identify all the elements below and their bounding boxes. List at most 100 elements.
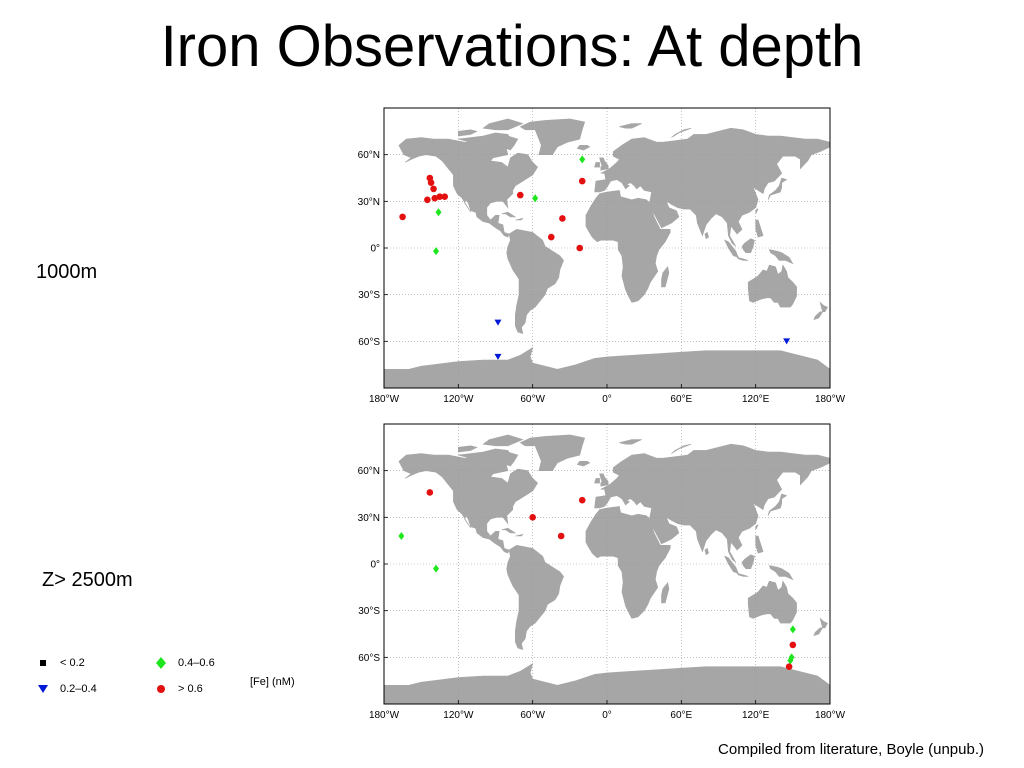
legend-label-gt-0-6: > 0.6	[178, 683, 203, 695]
map-panel-1000m: 60°N 30°N 0° 30°S 60°S 180°W 120°W 60°W 0° 60°E 12…	[332, 102, 862, 414]
land-polygon	[755, 219, 764, 238]
data-point-gt-0-6	[426, 489, 434, 496]
lon-tick-label: 60°W	[520, 394, 545, 405]
land-polygon	[594, 443, 830, 563]
data-point-gt-0-6	[430, 185, 437, 193]
land-polygon	[515, 533, 524, 537]
legend-triangle-icon	[36, 682, 50, 696]
land-polygon	[813, 627, 824, 637]
land-polygon	[585, 506, 671, 619]
land-polygon	[755, 208, 759, 214]
land-polygon	[594, 127, 830, 247]
lon-tick-label: 180°W	[815, 394, 846, 405]
lat-tick-label: 60°N	[358, 466, 380, 477]
lon-tick-label: 120°W	[443, 710, 474, 721]
land-polygon	[768, 249, 794, 265]
lat-tick-label: 0°	[370, 560, 380, 571]
data-point-0-4-0-6	[787, 656, 794, 665]
data-point-gt-0-6	[516, 191, 524, 199]
lon-tick-label: 120°E	[742, 710, 770, 721]
land-polygon	[519, 434, 586, 471]
land-polygon	[819, 617, 828, 629]
graticule	[384, 424, 830, 704]
land-polygon	[576, 461, 591, 467]
land-polygon	[501, 527, 517, 534]
lon-tick-label: 60°E	[670, 394, 692, 405]
lon-tick-label: 0°	[602, 710, 612, 721]
legend-units: [Fe] (nM)	[250, 676, 295, 688]
land-polygon	[747, 580, 797, 624]
land-polygon	[497, 451, 519, 467]
legend-label-0-4-0-6: 0.4–0.6	[178, 657, 215, 669]
data-point-gt-0-6	[576, 244, 584, 252]
lat-tick-label: 60°S	[358, 337, 380, 348]
data-point-gt-0-6	[529, 514, 536, 521]
land-polygon	[671, 127, 692, 138]
land-polygon	[736, 572, 749, 577]
land-polygon	[576, 145, 591, 151]
lon-tick-label: 180°W	[369, 710, 400, 721]
land-polygon	[398, 137, 538, 238]
data-point-gt-0-6	[547, 233, 555, 241]
data-point-0-4-0-6	[532, 194, 539, 203]
land-polygon	[599, 157, 609, 171]
data-point-gt-0-6	[399, 213, 406, 221]
land-polygon	[661, 266, 670, 288]
land-polygon	[482, 118, 524, 131]
data-point-gt-0-6	[557, 532, 565, 540]
land-polygon	[736, 256, 749, 261]
land-polygon	[755, 524, 759, 530]
credit-text: Compiled from literature, Boyle (unpub.)	[718, 741, 984, 758]
land-polygon	[519, 118, 586, 155]
lat-tick-label: 30°S	[358, 290, 380, 301]
land-polygon	[755, 535, 764, 554]
land-polygon	[501, 211, 517, 218]
depth-label-2500m: Z> 2500m	[42, 569, 133, 591]
lat-tick-label: 60°N	[358, 150, 380, 161]
world-map-1000m: 60°N 30°N 0° 30°S 60°S 180°W 120°W 60°W 0° 60°E 12…	[358, 107, 846, 405]
depth-label-1000m: 1000m	[36, 261, 98, 283]
data-point-0-2-0-4	[494, 319, 502, 326]
data-point-gt-0-6	[559, 215, 566, 222]
data-point-gt-0-6	[789, 641, 797, 649]
land-polygon	[741, 554, 755, 569]
map-panel-2500m: 60°N 30°N 0° 30°S 60°S 180°W 120°W 60°W 0° 60°E 12…	[332, 418, 862, 730]
world-map-2500m: 60°N 30°N 0° 30°S 60°S 180°W 120°W 60°W 0° 60°E 12…	[358, 423, 846, 721]
data-point-0-2-0-4	[494, 353, 502, 360]
legend-diamond-icon	[154, 656, 168, 670]
data-point-0-4-0-6	[433, 247, 440, 256]
land-polygon	[767, 493, 788, 516]
legend-label-0-2-0-4: 0.2–0.4	[60, 683, 97, 695]
land-polygon	[747, 264, 797, 308]
land-masses	[384, 118, 830, 388]
land-polygon	[704, 231, 709, 240]
land-polygon	[506, 544, 564, 651]
data-point-gt-0-6	[427, 179, 435, 186]
land-polygon	[515, 217, 524, 221]
land-polygon	[482, 434, 524, 447]
data-point-0-4-0-6	[435, 208, 442, 217]
legend-item-0-4-0-6: 0.4–0.6	[154, 656, 215, 670]
lon-tick-label: 180°W	[369, 394, 400, 405]
land-masses	[384, 434, 830, 704]
lon-tick-label: 60°E	[670, 710, 692, 721]
lon-tick-label: 180°W	[815, 710, 846, 721]
legend-item-gt-0-6: > 0.6	[154, 682, 203, 696]
legend: < 0.2 0.2–0.4 0.4–0.6 > 0.6 [Fe] (nM)	[36, 656, 336, 706]
data-point-gt-0-6	[441, 193, 449, 200]
data-point-gt-0-6	[436, 193, 444, 200]
lat-tick-label: 0°	[370, 244, 380, 255]
slide-title: Iron Observations: At depth	[160, 14, 864, 79]
land-polygon	[619, 123, 642, 129]
lon-tick-label: 60°W	[520, 710, 545, 721]
land-polygon	[767, 177, 788, 200]
land-polygon	[768, 565, 794, 581]
land-polygon	[619, 439, 642, 445]
land-polygon	[497, 135, 519, 151]
land-polygon	[813, 311, 824, 321]
legend-item-lt-0-2: < 0.2	[36, 656, 85, 670]
legend-label-lt-0-2: < 0.2	[60, 657, 85, 669]
land-polygon	[599, 473, 609, 487]
land-polygon	[704, 547, 709, 556]
data-point-gt-0-6	[785, 663, 793, 670]
